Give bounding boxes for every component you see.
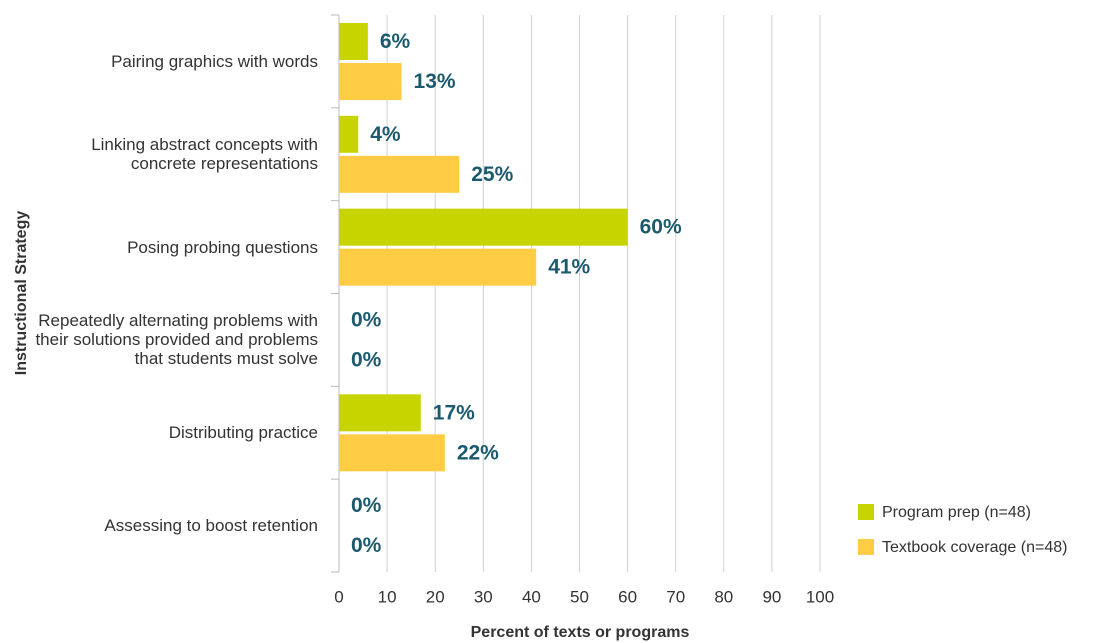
legend-label: Textbook coverage (n=48) [882,539,1067,556]
y-tick-label: Repeatedly alternating problems with the… [35,311,318,369]
x-tick-label: 80 [714,587,733,606]
x-tick-label: 20 [426,587,445,606]
x-tick-label: 60 [618,587,637,606]
x-tick-label: 50 [570,587,589,606]
bar [339,115,359,153]
data-label: 4% [370,123,401,146]
data-label: 60% [640,216,682,239]
y-tick-label: Distributing practice [168,423,318,443]
bar [339,23,368,60]
y-axis-title: Instructional Strategy [13,211,30,376]
data-label: 6% [380,30,411,53]
bar [339,248,537,286]
y-tick-label: Assessing to boost retention [104,516,318,536]
data-label: 25% [471,163,513,186]
data-label: 0% [351,534,382,557]
x-tick-label: 70 [666,587,685,606]
bar [339,63,402,100]
x-axis-title: Percent of texts or programs [471,624,690,641]
data-label: 17% [433,401,475,424]
bar [339,394,421,432]
data-label: 22% [457,441,499,464]
data-label: 0% [351,309,382,332]
legend-swatch [858,539,874,555]
y-tick-label: Pairing graphics with words [111,51,318,71]
x-tick-label: 10 [378,587,397,606]
y-tick-label: Posing probing questions [127,237,318,257]
bar [339,208,628,246]
bar [339,155,460,193]
data-label: 0% [351,494,382,517]
x-tick-label: 40 [522,587,541,606]
data-label: 41% [548,256,590,279]
bar [339,434,445,472]
x-tick-label: 100 [806,587,834,606]
data-label: 0% [351,349,382,372]
legend-label: Program prep (n=48) [882,504,1031,521]
x-tick-label: 90 [762,587,781,606]
data-label: 13% [414,70,456,93]
legend-swatch [858,504,874,520]
x-tick-label: 30 [474,587,493,606]
x-tick-label: 0 [334,587,343,606]
y-tick-label: Linking abstract concepts with concrete … [91,135,318,174]
